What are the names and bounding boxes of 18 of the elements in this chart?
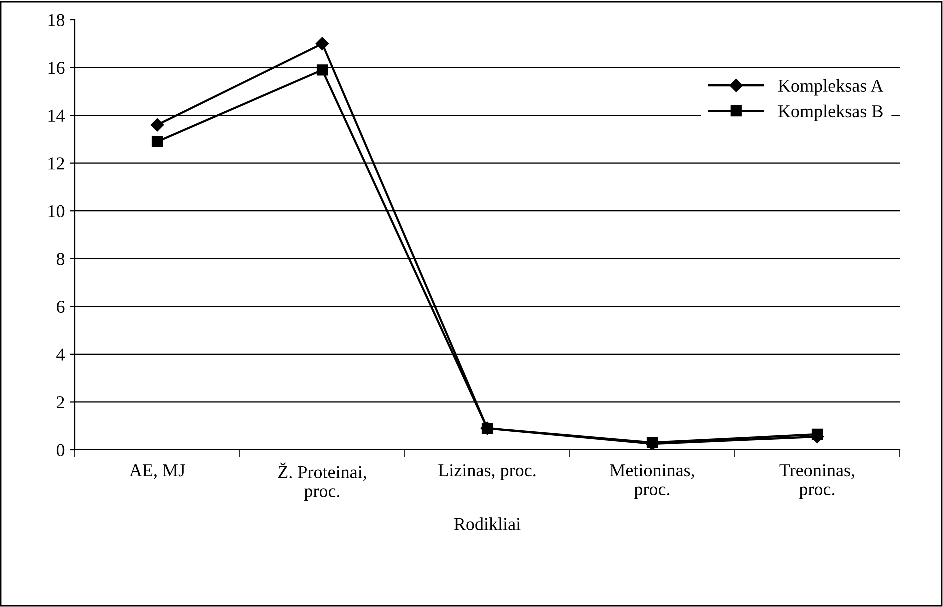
y-tick-label: 8 <box>56 253 65 266</box>
x-tick-label: AE, MJ <box>130 464 186 480</box>
legend-label: Kompleksas B <box>778 104 883 122</box>
legend-label: Kompleksas A <box>778 79 884 96</box>
y-tick-label: 4 <box>56 348 65 361</box>
y-tick-label: 16 <box>48 62 65 74</box>
x-tick-label: Ž. Proteinai, proc. <box>278 462 366 501</box>
y-tick-label: 0 <box>56 444 65 456</box>
x-tick-label: Treoninas, proc. <box>780 464 854 500</box>
y-tick-label: 6 <box>57 300 65 314</box>
y-tick-label: 2 <box>57 396 64 408</box>
y-tick-label: 10 <box>48 205 65 218</box>
y-tick-label: 18 <box>48 14 65 26</box>
x-axis-title: Rodikliai <box>454 518 521 530</box>
x-tick-label: Metioninas, proc. <box>610 464 694 500</box>
y-tick-label: 14 <box>48 110 65 122</box>
x-tick-label: Lizinas, proc. <box>438 464 536 480</box>
y-tick-label: 12 <box>48 158 64 170</box>
